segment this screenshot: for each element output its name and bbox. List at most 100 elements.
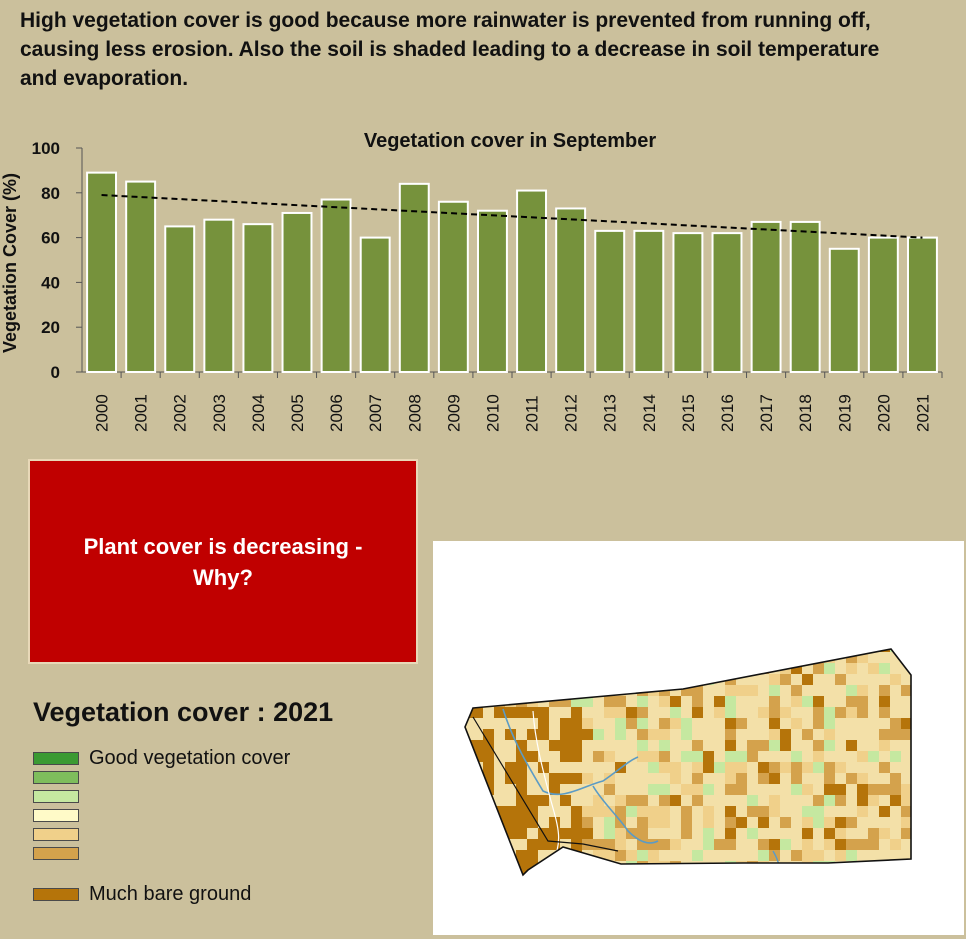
map-cell: [813, 872, 824, 875]
map-cell: [681, 817, 692, 828]
map-cell: [659, 729, 670, 740]
map-cell: [527, 839, 538, 850]
map-cell: [648, 751, 659, 762]
map-cell: [769, 718, 780, 729]
y-axis-label: Vegetation Cover (%): [0, 173, 20, 353]
map-cell: [725, 696, 736, 707]
map-cell: [505, 707, 516, 718]
map-cell: [494, 707, 505, 718]
map-cell: [659, 751, 670, 762]
bar-2014: [633, 229, 665, 373]
map-cell: [659, 762, 670, 773]
map-cell: [846, 740, 857, 751]
map-cell: [670, 773, 681, 784]
map-cell: [725, 663, 736, 674]
map-cell: [615, 718, 626, 729]
map-cell: [824, 784, 835, 795]
y-tick-label: 0: [51, 363, 60, 382]
map-cell: [703, 784, 714, 795]
trend-line: [101, 194, 923, 239]
map-cell: [637, 850, 648, 861]
map-cell: [549, 828, 560, 839]
map-cell: [582, 685, 593, 696]
map-cell: [604, 817, 615, 828]
x-tick-label: 2021: [913, 394, 932, 432]
map-cell: [725, 707, 736, 718]
map-cell: [626, 649, 637, 652]
map-cell: [571, 806, 582, 817]
map-cell: [527, 674, 538, 685]
bar-2017: [750, 220, 782, 373]
map-cell: [571, 817, 582, 828]
map-cell: [901, 828, 911, 839]
map-cell: [780, 729, 791, 740]
map-cell: [824, 729, 835, 740]
map-cell: [725, 817, 736, 828]
map-cell: [637, 652, 648, 663]
map-cell: [769, 740, 780, 751]
map-cell: [901, 817, 911, 828]
map-cell: [670, 795, 681, 806]
map-cell: [527, 850, 538, 861]
map-cell: [582, 806, 593, 817]
legend-title: Vegetation cover : 2021: [33, 697, 334, 727]
map-cell: [637, 806, 648, 817]
map-cell: [465, 850, 472, 861]
map-cell: [813, 806, 824, 817]
map-cell: [835, 784, 846, 795]
map-cell: [582, 696, 593, 707]
map-cell: [483, 649, 494, 652]
map-cell: [857, 784, 868, 795]
map-cell: [747, 795, 758, 806]
map-cell: [703, 652, 714, 663]
x-tick-label: 2015: [679, 394, 698, 432]
legend-swatch: [33, 828, 79, 841]
map-cell: [714, 872, 725, 875]
map-cell: [483, 674, 494, 685]
map-cell: [736, 718, 747, 729]
map-cell: [824, 773, 835, 784]
map-cell: [670, 707, 681, 718]
map-cell: [516, 751, 527, 762]
map-cell: [494, 839, 505, 850]
map-cell: [692, 784, 703, 795]
y-tick-label: 40: [41, 273, 60, 292]
map-cell: [824, 718, 835, 729]
bar-2000: [86, 171, 118, 373]
map-cell: [747, 751, 758, 762]
map-cell: [725, 740, 736, 751]
map-cell: [846, 707, 857, 718]
map-cell: [604, 861, 615, 872]
map-cell: [879, 729, 890, 740]
map-cell: [813, 762, 824, 773]
map-cell: [483, 861, 494, 872]
map-cell: [560, 795, 571, 806]
map-cell: [813, 795, 824, 806]
map-cell: [538, 674, 549, 685]
map-cell: [560, 850, 571, 861]
map-cell: [494, 663, 505, 674]
map-cell: [813, 751, 824, 762]
map-cell: [868, 839, 879, 850]
map-cell: [692, 751, 703, 762]
map-cell: [648, 861, 659, 872]
map-cell: [736, 649, 747, 652]
map-cell: [824, 817, 835, 828]
map-cell: [494, 649, 505, 652]
map-cell: [901, 806, 911, 817]
map-cell: [912, 652, 923, 663]
bar-2010: [476, 209, 508, 373]
map-cell: [483, 773, 494, 784]
map-cell: [604, 674, 615, 685]
map-cell: [560, 729, 571, 740]
map-cell: [912, 696, 923, 707]
map-cell: [472, 861, 483, 872]
map-cell: [626, 850, 637, 861]
map-cell: [516, 784, 527, 795]
map-cell: [769, 806, 780, 817]
map-cell: [483, 696, 494, 707]
map-cell: [912, 718, 923, 729]
map-cell: [527, 707, 538, 718]
map-cell: [516, 817, 527, 828]
map-cell: [659, 817, 670, 828]
